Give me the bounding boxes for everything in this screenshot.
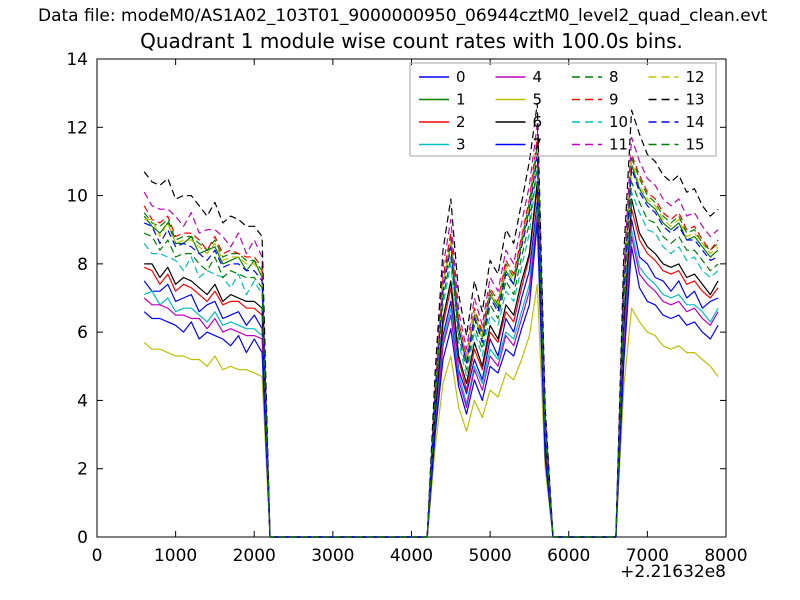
plot-line-4 (143, 215, 719, 538)
legend-label-12: 12 (686, 68, 705, 86)
plot-line-2 (143, 188, 719, 538)
legend-label-15: 15 (686, 136, 705, 154)
legend-label-11: 11 (609, 136, 628, 154)
y-tick-label: 14 (66, 50, 88, 70)
legend-label-2: 2 (456, 113, 466, 131)
data-file-label: Data file: modeM0/AS1A02_103T01_90000009… (38, 6, 768, 26)
legend-label-6: 6 (533, 113, 543, 131)
y-tick-label: 10 (66, 187, 88, 207)
y-tick-label: 2 (77, 460, 88, 480)
y-tick-label: 12 (66, 118, 88, 138)
legend-label-4: 4 (533, 68, 543, 86)
legend-label-5: 5 (533, 91, 543, 109)
x-tick-label: 0 (92, 546, 103, 566)
x-tick-label: 4000 (390, 546, 433, 566)
plot-line-11 (143, 123, 719, 538)
y-tick-label: 0 (77, 528, 88, 548)
plot-line-8 (143, 143, 719, 538)
plot-line-15 (143, 164, 719, 538)
plot-line-10 (143, 167, 719, 538)
plot-line-14 (143, 154, 719, 538)
plot-line-0 (143, 201, 719, 538)
plot-line-13 (143, 102, 719, 538)
plot-line-5 (143, 283, 719, 538)
legend-label-8: 8 (609, 68, 619, 86)
y-tick-label: 6 (77, 323, 88, 343)
legend-label-13: 13 (686, 91, 705, 109)
y-tick-label: 8 (77, 255, 88, 275)
plot-line-6 (144, 181, 719, 538)
plot-line-3 (143, 208, 719, 538)
plot-line-12 (144, 147, 719, 538)
x-tick-label: 8000 (704, 546, 747, 566)
x-tick-label: 7000 (626, 546, 669, 566)
x-tick-label: 3000 (311, 546, 354, 566)
plot-line-7 (143, 222, 719, 538)
x-axis-offset-label: +2.21632e8 (620, 562, 726, 582)
x-tick-label: 2000 (233, 546, 276, 566)
legend-label-1: 1 (456, 91, 466, 109)
legend-box (409, 62, 717, 157)
legend-label-14: 14 (686, 113, 705, 131)
legend-label-0: 0 (456, 68, 466, 86)
legend-label-10: 10 (609, 113, 628, 131)
x-tick-label: 6000 (547, 546, 590, 566)
plot-title: Quadrant 1 module wise count rates with … (140, 29, 683, 53)
y-tick-label: 4 (77, 391, 88, 411)
legend-label-7: 7 (533, 136, 543, 154)
legend-label-9: 9 (609, 91, 619, 109)
axes-frame (96, 58, 727, 538)
plot-line-9 (143, 136, 719, 538)
x-tick-label: 1000 (154, 546, 197, 566)
legend-label-3: 3 (456, 136, 466, 154)
x-tick-label: 5000 (468, 546, 511, 566)
